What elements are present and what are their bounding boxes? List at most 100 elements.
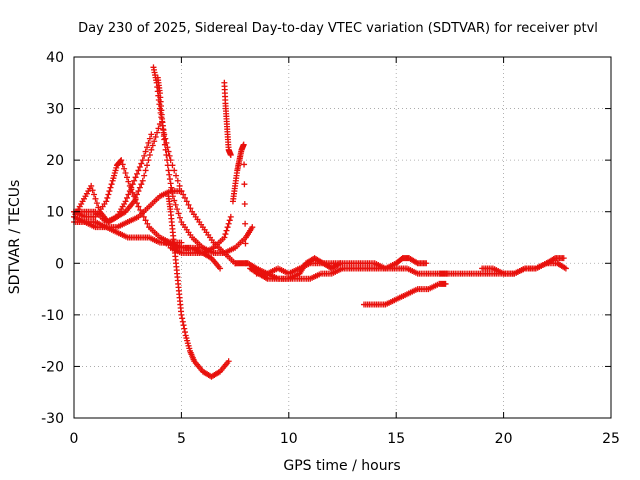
data-point bbox=[166, 152, 173, 159]
data-point bbox=[560, 255, 567, 262]
data-point bbox=[181, 325, 188, 332]
data-point bbox=[145, 157, 152, 164]
data-point bbox=[135, 188, 142, 195]
data-point bbox=[148, 146, 155, 153]
data-point bbox=[442, 280, 449, 287]
data-point bbox=[178, 188, 185, 195]
data-point bbox=[131, 193, 138, 200]
data-point bbox=[162, 146, 169, 153]
series-track-k bbox=[221, 79, 234, 158]
data-point bbox=[152, 133, 159, 140]
data-point bbox=[242, 220, 249, 227]
data-point bbox=[175, 210, 182, 217]
data-point bbox=[134, 200, 141, 207]
data-point bbox=[241, 200, 248, 207]
data-point bbox=[423, 260, 430, 267]
data-point bbox=[151, 138, 158, 145]
data-point bbox=[91, 191, 98, 198]
y-tick-label: -20 bbox=[41, 359, 64, 375]
data-point bbox=[139, 177, 146, 184]
series-track-e bbox=[71, 188, 185, 231]
data-point bbox=[179, 315, 186, 322]
y-tick-label: 10 bbox=[46, 205, 64, 221]
data-point bbox=[93, 200, 100, 207]
data-point bbox=[173, 172, 180, 179]
data-point bbox=[108, 181, 115, 188]
data-point bbox=[141, 152, 148, 159]
series-track-p bbox=[360, 280, 449, 308]
data-point bbox=[146, 151, 153, 158]
axis-layer: 0 5 10 15 20 25 -30 -20 -10 0 10 20 30 40 bbox=[41, 50, 620, 447]
data-point bbox=[179, 318, 186, 325]
data-point bbox=[144, 144, 151, 151]
data-point bbox=[180, 191, 187, 198]
data-point bbox=[227, 151, 234, 158]
data-point bbox=[134, 170, 141, 177]
data-point bbox=[148, 131, 155, 138]
series-track-o bbox=[253, 255, 430, 277]
data-point bbox=[176, 214, 183, 221]
data-point bbox=[166, 176, 173, 183]
data-point bbox=[181, 194, 188, 201]
data-point bbox=[222, 231, 229, 238]
data-point bbox=[139, 157, 146, 164]
data-point bbox=[562, 265, 569, 272]
data-point bbox=[164, 162, 171, 169]
data-point bbox=[155, 125, 162, 132]
y-tick-label: -30 bbox=[41, 411, 64, 427]
data-point bbox=[136, 184, 143, 191]
data-point bbox=[123, 194, 130, 201]
data-point bbox=[135, 167, 142, 174]
data-point bbox=[142, 217, 149, 224]
data-point bbox=[149, 142, 156, 149]
data-point bbox=[174, 206, 181, 213]
data-point bbox=[129, 189, 136, 196]
data-point bbox=[125, 191, 132, 198]
data-point bbox=[122, 198, 129, 205]
data-point bbox=[104, 194, 111, 201]
chart-title: Day 230 of 2025, Sidereal Day-to-day VTE… bbox=[78, 21, 598, 36]
data-point bbox=[181, 329, 188, 336]
data-point bbox=[187, 205, 194, 212]
data-point bbox=[163, 151, 170, 158]
data-point bbox=[171, 197, 178, 204]
data-point bbox=[135, 203, 142, 210]
data-point bbox=[161, 141, 168, 148]
marks-layer bbox=[71, 64, 569, 380]
data-point bbox=[241, 181, 248, 188]
y-tick-label: 30 bbox=[46, 102, 64, 118]
data-point bbox=[132, 174, 139, 181]
data-point bbox=[224, 224, 231, 231]
y-axis-label: SDTVAR / TECUs bbox=[7, 180, 23, 295]
data-point bbox=[180, 322, 187, 329]
y-tick-label: -10 bbox=[41, 308, 64, 324]
data-point bbox=[141, 172, 148, 179]
data-point bbox=[225, 220, 232, 227]
data-point bbox=[105, 191, 112, 198]
data-point bbox=[165, 167, 172, 174]
data-point bbox=[223, 227, 230, 234]
x-axis-label: GPS time / hours bbox=[283, 458, 400, 474]
data-point bbox=[123, 174, 130, 181]
x-tick-label: 20 bbox=[495, 431, 513, 447]
data-point bbox=[174, 177, 181, 184]
data-point bbox=[167, 180, 174, 187]
data-point bbox=[178, 239, 185, 246]
data-point bbox=[226, 217, 233, 224]
data-point bbox=[146, 135, 153, 142]
data-point bbox=[138, 181, 145, 188]
data-point bbox=[117, 158, 124, 165]
data-point bbox=[131, 177, 138, 184]
data-point bbox=[168, 184, 175, 191]
series-track-r bbox=[479, 260, 569, 277]
data-point bbox=[225, 358, 232, 365]
data-point bbox=[88, 182, 95, 189]
data-point bbox=[122, 170, 129, 177]
data-point bbox=[144, 162, 151, 169]
data-point bbox=[164, 157, 171, 164]
data-point bbox=[169, 188, 176, 195]
data-point bbox=[103, 198, 110, 205]
data-point bbox=[172, 201, 179, 208]
data-point bbox=[142, 148, 149, 155]
